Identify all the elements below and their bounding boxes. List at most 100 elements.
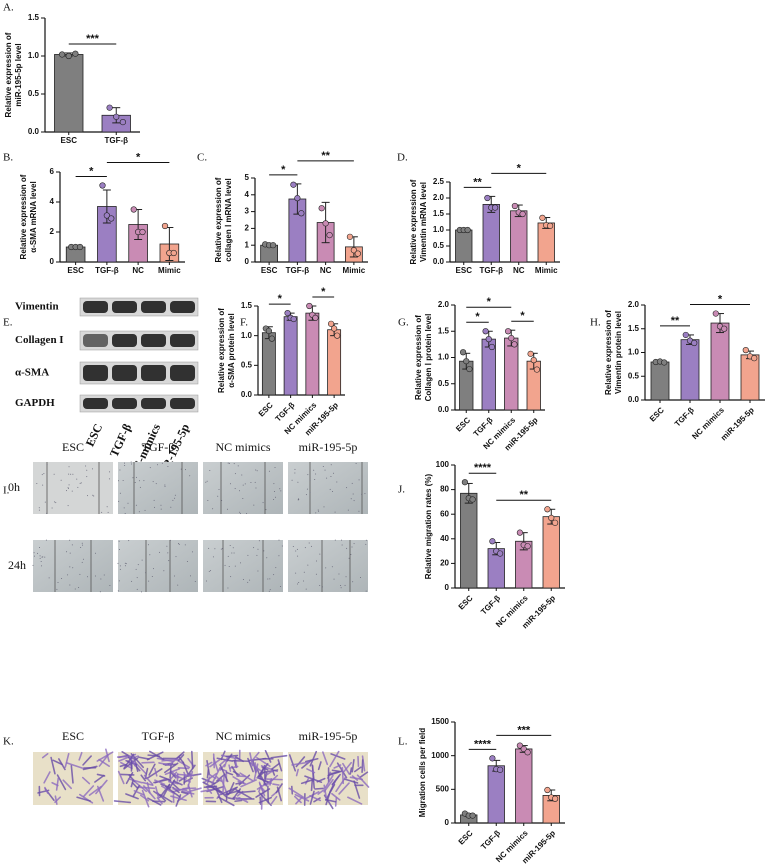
blot-band xyxy=(170,334,195,347)
time-label: 0h xyxy=(8,480,20,494)
x-tick-label: NC xyxy=(320,266,332,275)
cell-speck xyxy=(154,506,156,508)
cell xyxy=(54,795,58,805)
significance-label: **** xyxy=(474,738,492,750)
cell-speck xyxy=(173,575,175,577)
cell-speck xyxy=(51,507,53,509)
cell xyxy=(181,790,195,795)
bar xyxy=(283,316,298,396)
cell-speck xyxy=(298,498,300,500)
wound-image xyxy=(288,540,368,592)
cell-speck xyxy=(184,544,186,546)
y-tick-label: 2.5 xyxy=(433,177,445,186)
cell-speck xyxy=(227,462,229,464)
bar xyxy=(740,354,760,401)
cell-speck xyxy=(341,544,343,546)
cell-speck xyxy=(160,504,162,506)
cell xyxy=(203,772,217,784)
cell xyxy=(70,764,74,784)
cell xyxy=(44,786,49,794)
significance-label: * xyxy=(136,151,141,163)
data-point xyxy=(58,51,66,58)
cell-speck xyxy=(86,495,88,497)
cell-speck xyxy=(279,585,281,587)
cell-speck xyxy=(180,468,182,470)
cell xyxy=(238,796,249,803)
cell-speck xyxy=(39,555,41,557)
cell-speck xyxy=(268,470,270,472)
cell-speck xyxy=(262,502,264,504)
cell-speck xyxy=(53,473,55,475)
x-tick-label: Mimic xyxy=(158,266,181,275)
cell xyxy=(288,754,297,772)
cell-speck xyxy=(68,466,70,468)
y-tick-label: 40 xyxy=(440,534,449,543)
x-tick-label: Mimic xyxy=(343,266,366,275)
protein-label: α-SMA xyxy=(15,367,49,379)
cell-speck xyxy=(41,556,43,558)
cell xyxy=(313,797,321,803)
cell-speck xyxy=(118,580,120,582)
data-point xyxy=(524,543,531,550)
y-tick-label: 0 xyxy=(245,257,250,266)
cell xyxy=(260,769,279,774)
cell-speck xyxy=(82,544,84,546)
cell xyxy=(65,762,84,769)
cell xyxy=(223,760,228,768)
cell xyxy=(116,755,131,758)
y-tick-label: 1.0 xyxy=(438,353,450,362)
cell xyxy=(335,776,347,793)
cell xyxy=(354,766,362,773)
cell xyxy=(343,761,352,773)
y-tick-label: 1.0 xyxy=(433,225,445,234)
y-axis-label: α-SMA mRNA level xyxy=(29,181,38,252)
y-axis-label: Relative migration rates (%) xyxy=(424,473,433,579)
cell xyxy=(205,761,213,767)
data-point xyxy=(539,214,546,221)
data-point xyxy=(548,514,555,521)
y-axis-label: Relative expression of xyxy=(19,174,28,259)
data-point xyxy=(268,335,276,342)
cell xyxy=(206,787,213,794)
cell xyxy=(306,768,316,774)
cell xyxy=(125,771,134,785)
data-point xyxy=(524,749,531,756)
cell-speck xyxy=(46,464,48,466)
group-label: ESC xyxy=(62,440,84,454)
cell-speck xyxy=(86,476,88,478)
data-point xyxy=(306,302,313,310)
bar xyxy=(261,332,276,396)
significance-label: *** xyxy=(517,724,531,736)
cell-speck xyxy=(38,509,40,511)
y-tick-label: 0.5 xyxy=(628,371,640,380)
cell xyxy=(154,786,160,799)
cell xyxy=(133,789,145,796)
cell-speck xyxy=(257,548,259,550)
cell-speck xyxy=(263,550,265,552)
cell xyxy=(156,797,163,805)
cell-speck xyxy=(135,568,137,570)
panel-label: B. xyxy=(3,152,13,164)
cell-speck xyxy=(221,548,223,550)
y-tick-label: 0.0 xyxy=(28,127,40,136)
cell xyxy=(249,752,254,767)
y-tick-label: 0.5 xyxy=(438,379,450,388)
cell xyxy=(258,784,263,793)
cell-speck xyxy=(351,482,353,484)
cell xyxy=(143,774,154,786)
cell-speck xyxy=(253,504,255,506)
cell-speck xyxy=(70,473,72,475)
data-point xyxy=(265,327,272,335)
panel-label: G. xyxy=(398,317,409,329)
y-axis-label: miR-195-5p level xyxy=(14,43,23,106)
y-tick-label: 80 xyxy=(440,485,449,494)
cell-speck xyxy=(194,581,196,583)
protein-label: Collagen I xyxy=(15,334,64,346)
cell-speck xyxy=(191,551,193,553)
cell-speck xyxy=(210,570,212,572)
cell-speck xyxy=(67,574,69,576)
cell xyxy=(323,778,334,793)
cell-speck xyxy=(79,482,81,484)
cell-speck xyxy=(292,545,294,547)
cell-speck xyxy=(151,575,153,577)
